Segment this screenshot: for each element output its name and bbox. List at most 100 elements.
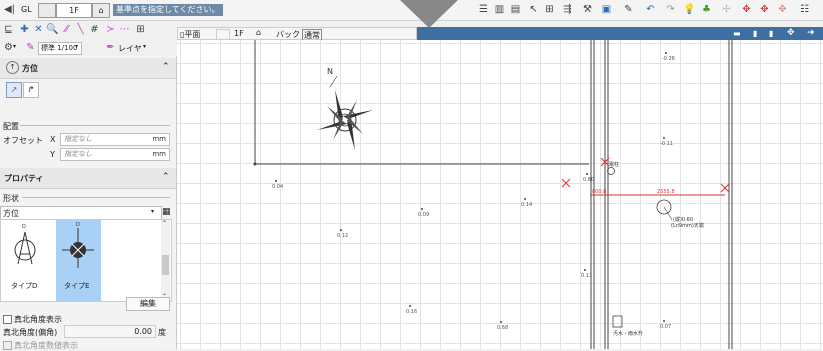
offset-x-input[interactable]: 指定なし mm	[60, 133, 170, 146]
elevation-point: 0.14	[521, 198, 533, 208]
layer-icon[interactable]: ✒	[106, 42, 115, 53]
level-label: GL	[21, 5, 32, 14]
rotate-icon[interactable]: ✥	[778, 4, 787, 15]
compass-rose	[317, 75, 373, 150]
x-axis-label: X	[50, 135, 56, 144]
shape-select-value: 方位	[3, 209, 19, 218]
floor-down-button[interactable]	[38, 3, 56, 18]
true-north-numeric-label: 真北角度数値表示	[14, 341, 78, 350]
pan-icon[interactable]: ✥	[787, 28, 795, 38]
direction-title: 方位	[22, 64, 38, 73]
wave-icon[interactable]: ≻	[106, 24, 115, 35]
plan-view-tab[interactable]: ▯平面	[180, 30, 201, 39]
list-view-icon[interactable]: ☰	[479, 4, 488, 15]
grid-view-icon[interactable]: ▦	[162, 207, 171, 217]
view-title-bar: ▬ ▮ ▮ ✥ ➜	[417, 27, 823, 40]
undo-icon[interactable]: ↶	[646, 4, 655, 15]
tile-icon[interactable]: ▮	[753, 29, 758, 38]
true-north-label: 真北角度表示	[14, 315, 62, 324]
drawing-lines: N	[253, 40, 733, 349]
dimension-label-left: 800.8	[592, 189, 607, 195]
circle-note: (縦)0.60	[673, 217, 694, 223]
line-icon[interactable]: ╲	[77, 24, 84, 35]
stack-icon[interactable]: ▮	[769, 29, 774, 38]
elevation-point: 0.09	[418, 208, 430, 218]
layer-arrow-icon[interactable]: ⇶	[563, 4, 572, 15]
placement-title: 配置	[3, 122, 19, 131]
shape-select[interactable]: 方位 ▾	[0, 206, 162, 220]
svg-text:D: D	[76, 222, 80, 228]
type-d-thumbnail: D	[14, 224, 36, 265]
tool-icon[interactable]: ⚒	[583, 4, 592, 15]
collapse-icon[interactable]: ⌃	[162, 172, 170, 182]
floor-up-icon[interactable]: ⌂	[256, 28, 262, 37]
display-icon[interactable]: ▣	[601, 4, 612, 15]
offset-label: オフセット	[3, 136, 43, 145]
dimension-label: 2555.8	[657, 189, 675, 195]
pen-icon[interactable]: ✎	[26, 42, 35, 53]
circle-note-2: (Ln9mm)天端	[671, 223, 704, 229]
paint-icon[interactable]: ✎	[624, 4, 633, 15]
divider	[20, 125, 170, 126]
left-panel: ↑ 方位 ⌃ ↗ ↱ 配置 オフセット X 指定なし mm Y 指定なし mm …	[0, 56, 177, 350]
view-tabbar: ▯平面 1F ⌂ バック 通常	[177, 27, 417, 42]
split-view-icon[interactable]: ▥	[494, 4, 505, 15]
draw-toolbar: ⊑ ✚ ✕ 🔍 ⁄⁄ ╲ # ≻ ⋯ ⊞ ⚙ ▾ ✎ 標準 1/100 ▾ ✒ …	[0, 20, 176, 56]
floor-up-icon[interactable]: ⌂	[92, 3, 110, 18]
true-north-angle-label: 真北角度(偏角)	[3, 328, 58, 337]
grid-icon[interactable]: ⊞	[136, 24, 145, 35]
tree-icon[interactable]: ♣	[702, 4, 711, 15]
edit-button[interactable]: 編集	[126, 297, 170, 311]
utility-pole-label: 電柱	[609, 162, 620, 168]
dash-icon[interactable]: ⋯	[119, 24, 130, 35]
draw-direction-alt-icon[interactable]: ↱	[23, 82, 39, 98]
layout-icon[interactable]: ⊑	[4, 24, 13, 35]
property-header[interactable]: プロパティ ⌃	[0, 168, 176, 189]
minimize-icon[interactable]: ▬	[733, 29, 741, 38]
settings-icon[interactable]: ⚙	[4, 42, 13, 53]
back-level-icon[interactable]: ◀|	[3, 4, 16, 15]
direction-header[interactable]: ↑ 方位 ⌃	[0, 58, 176, 79]
floor-select[interactable]: 1F	[56, 3, 92, 18]
expand-icon[interactable]: ➜	[807, 28, 815, 38]
shape-label: 形状	[3, 194, 19, 203]
grid-select-icon[interactable]: ⊞	[545, 4, 554, 15]
copy-move-icon[interactable]: ✥	[760, 4, 769, 15]
view-floor[interactable]: 1F	[234, 29, 244, 38]
back-button[interactable]: バック	[276, 30, 300, 39]
collapse-icon[interactable]: ⌃	[162, 62, 170, 72]
chevron-down-icon: ▾	[151, 208, 155, 215]
elevation-point: 0.12	[337, 229, 349, 239]
draw-direction-tool-icon[interactable]: ↗	[6, 82, 22, 98]
true-north-angle-input[interactable]: 0.00	[64, 325, 156, 338]
idea-icon[interactable]: 💡	[683, 4, 696, 15]
select-icon[interactable]: ↖	[529, 4, 538, 15]
offset-y-input[interactable]: 指定なし mm	[60, 148, 170, 161]
type-e-label: タイプE	[64, 282, 90, 290]
more-tools-icon[interactable]: ☷	[800, 4, 809, 15]
pin-icon[interactable]: ✚	[20, 24, 29, 35]
compass-icon: ↑	[6, 61, 19, 74]
list-item[interactable]: D タイプD	[7, 222, 45, 299]
list-item[interactable]: D タイプE	[56, 220, 101, 301]
drawing-canvas[interactable]: N -0.26 -0.11 0.04 0.09 0.14 0.12 0.80 0…	[177, 40, 823, 349]
elevation-point: 0.04	[272, 180, 284, 190]
pointer-arrow-icon	[400, 0, 458, 28]
box-note: 汚水・雨水升	[613, 331, 644, 337]
true-north-checkbox[interactable]	[3, 315, 12, 324]
cross-icon[interactable]: ✕	[34, 24, 43, 35]
type-e-thumbnail: D	[62, 222, 94, 268]
magnify-icon[interactable]: 🔍	[46, 24, 59, 35]
svg-text:D: D	[22, 224, 26, 230]
redo-icon[interactable]: ↷	[666, 4, 675, 15]
scrollbar[interactable]: ⌃ ⌄	[161, 220, 170, 300]
layer-label[interactable]: レイヤ	[118, 44, 142, 53]
slash-icon[interactable]: ⁄⁄	[64, 24, 69, 35]
hatch-icon[interactable]: #	[90, 24, 99, 35]
scale-select[interactable]: 標準 1/100	[38, 42, 82, 55]
north-letter: N	[327, 67, 333, 76]
floor-prev-button[interactable]	[216, 29, 230, 40]
move-icon[interactable]: ✥	[742, 4, 751, 15]
status-hint: 基準点を指定してください。	[113, 4, 223, 16]
window-icon[interactable]: ▤	[510, 4, 521, 15]
